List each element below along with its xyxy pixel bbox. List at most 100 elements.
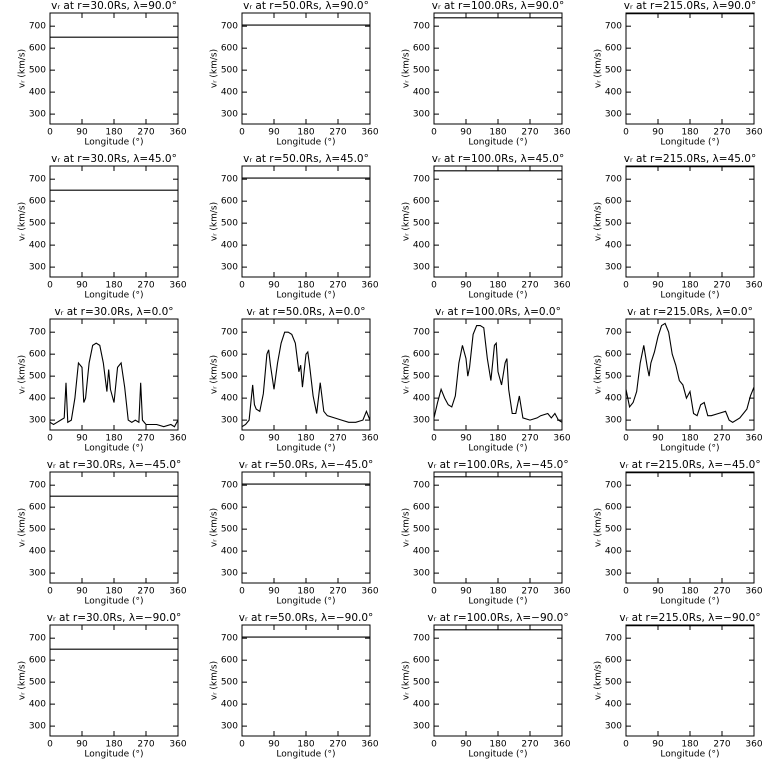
data-line: [625, 322, 755, 423]
y-tick-label: 600: [605, 350, 622, 360]
y-tick-label: 500: [29, 678, 46, 688]
x-axis-label: Longitude (°): [660, 138, 719, 148]
x-tick-label: 180: [681, 434, 698, 444]
y-tick-label: 700: [221, 175, 238, 185]
y-tick-label: 400: [221, 88, 238, 98]
x-tick-label: 0: [431, 434, 437, 444]
x-tick-label: 180: [681, 740, 698, 750]
x-tick-label: 360: [361, 740, 378, 750]
plot-frame: [625, 12, 755, 125]
y-tick-label: 300: [221, 722, 238, 732]
chart-title: vᵣ at r=30.0Rs, λ=90.0°: [51, 0, 177, 12]
plot-frame: [241, 624, 371, 737]
x-tick-label: 90: [268, 740, 280, 750]
x-axis-label: Longitude (°): [84, 597, 143, 607]
x-tick-label: 180: [297, 281, 314, 291]
chart-title: vᵣ at r=215.0Rs, λ=90.0°: [624, 0, 756, 12]
y-tick-label: 300: [413, 569, 430, 579]
y-tick-label: 700: [29, 481, 46, 491]
x-axis-label: Longitude (°): [660, 291, 719, 301]
x-tick-label: 270: [713, 740, 730, 750]
y-tick-label: 600: [29, 44, 46, 54]
chart-title: vᵣ at r=30.0Rs, λ=0.0°: [54, 306, 173, 318]
x-axis-label: Longitude (°): [468, 444, 527, 454]
plot-frame: [49, 471, 179, 584]
x-tick-label: 180: [105, 281, 122, 291]
x-axis-label: Longitude (°): [276, 750, 335, 760]
x-tick-label: 360: [745, 740, 762, 750]
y-tick-label: 300: [221, 110, 238, 120]
y-axis-label: vᵣ (km/s): [18, 49, 28, 88]
y-tick-label: 500: [221, 678, 238, 688]
y-tick-label: 700: [221, 22, 238, 32]
x-tick-label: 270: [329, 128, 346, 138]
y-tick-label: 700: [413, 328, 430, 338]
y-tick-label: 400: [605, 547, 622, 557]
y-tick-label: 300: [221, 569, 238, 579]
y-tick-label: 500: [221, 219, 238, 229]
plot-frame: [625, 318, 755, 431]
x-tick-label: 90: [460, 434, 472, 444]
chart-title: vᵣ at r=100.0Rs, λ=90.0°: [432, 0, 564, 12]
chart-title: vᵣ at r=30.0Rs, λ=45.0°: [51, 153, 177, 165]
y-tick-label: 500: [29, 66, 46, 76]
x-tick-label: 360: [361, 281, 378, 291]
x-tick-label: 360: [169, 740, 186, 750]
x-tick-label: 360: [745, 128, 762, 138]
y-tick-label: 600: [605, 44, 622, 54]
x-tick-label: 90: [76, 128, 88, 138]
y-tick-label: 400: [413, 88, 430, 98]
y-tick-label: 600: [221, 350, 238, 360]
x-tick-label: 90: [652, 128, 664, 138]
y-tick-label: 500: [413, 219, 430, 229]
x-tick-label: 90: [652, 740, 664, 750]
y-tick-label: 300: [221, 416, 238, 426]
y-tick-label: 600: [29, 503, 46, 513]
chart-title: vᵣ at r=50.0Rs, λ=90.0°: [243, 0, 369, 12]
y-axis-label: vᵣ (km/s): [594, 202, 604, 241]
y-tick-label: 500: [29, 219, 46, 229]
y-tick-label: 500: [605, 372, 622, 382]
y-tick-label: 300: [605, 263, 622, 273]
x-tick-label: 360: [553, 740, 570, 750]
y-axis-label: vᵣ (km/s): [594, 661, 604, 700]
x-tick-label: 90: [460, 128, 472, 138]
y-tick-label: 700: [413, 22, 430, 32]
plot-frame: [49, 165, 179, 278]
y-tick-label: 700: [221, 328, 238, 338]
x-tick-label: 0: [239, 281, 245, 291]
x-tick-label: 270: [713, 434, 730, 444]
x-tick-label: 0: [623, 128, 629, 138]
x-tick-label: 90: [652, 434, 664, 444]
chart-title: vᵣ at r=50.0Rs, λ=0.0°: [246, 306, 365, 318]
y-axis-label: vᵣ (km/s): [210, 355, 220, 394]
y-tick-label: 400: [605, 88, 622, 98]
y-tick-label: 500: [413, 372, 430, 382]
x-tick-label: 180: [681, 587, 698, 597]
chart-title: vᵣ at r=30.0Rs, λ=−90.0°: [47, 612, 182, 624]
y-tick-label: 600: [221, 197, 238, 207]
x-tick-label: 90: [76, 281, 88, 291]
data-line: [241, 331, 371, 428]
chart-title: vᵣ at r=215.0Rs, λ=−90.0°: [619, 612, 760, 624]
x-axis-label: Longitude (°): [468, 597, 527, 607]
x-tick-label: 270: [521, 128, 538, 138]
chart-title: vᵣ at r=100.0Rs, λ=45.0°: [432, 153, 564, 165]
x-tick-label: 0: [47, 281, 53, 291]
y-tick-label: 500: [221, 66, 238, 76]
y-tick-label: 500: [605, 678, 622, 688]
x-tick-label: 270: [137, 281, 154, 291]
y-tick-label: 400: [605, 241, 622, 251]
y-tick-label: 700: [605, 22, 622, 32]
x-axis-label: Longitude (°): [84, 291, 143, 301]
plot-frame: [433, 165, 563, 278]
y-tick-label: 400: [605, 394, 622, 404]
plot-frame: [625, 471, 755, 584]
plot-frame: [241, 12, 371, 125]
y-tick-label: 600: [221, 44, 238, 54]
x-axis-label: Longitude (°): [276, 597, 335, 607]
y-tick-label: 500: [605, 219, 622, 229]
y-tick-label: 700: [29, 22, 46, 32]
y-tick-label: 300: [605, 569, 622, 579]
y-tick-label: 500: [605, 66, 622, 76]
